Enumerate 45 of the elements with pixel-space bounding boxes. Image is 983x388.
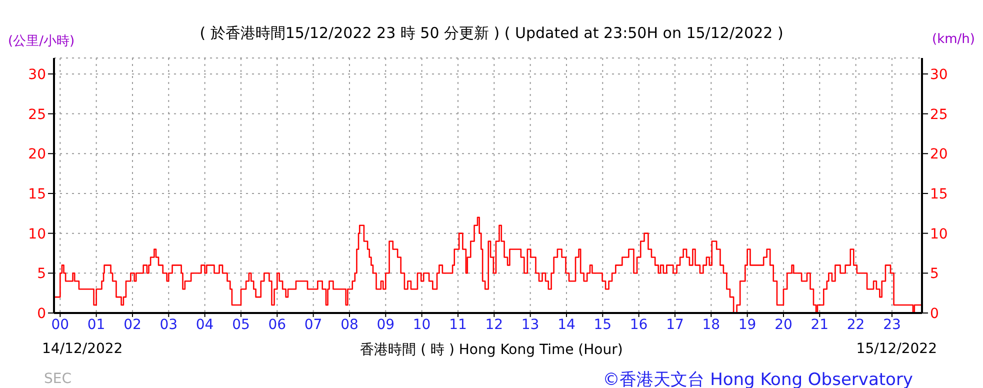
chart-title: ( 於香港時間15/12/2022 23 時 50 分更新 ) ( Updated at 23:50H on 15/12/2022 )	[200, 24, 784, 42]
y-tick-label: 0	[37, 306, 46, 322]
x-tick-label: 15	[594, 316, 612, 333]
y-tick-label: 20	[28, 146, 46, 163]
text: 15/12/2022	[856, 341, 937, 357]
y2-axis-title: (km/h)	[932, 32, 975, 47]
x-tick-label: 05	[232, 316, 250, 333]
x-tick-label: 03	[160, 316, 178, 333]
x-tick-label: 07	[304, 316, 322, 333]
x-tick-label: 04	[196, 316, 214, 333]
y-tick-label: 30	[28, 66, 46, 83]
x-tick-label: 23	[883, 316, 901, 333]
x-tick-label: 09	[376, 316, 395, 333]
y-axis-title: (公里/小時)	[8, 33, 75, 50]
y2-tick-label: 10	[930, 226, 948, 242]
x-tick-label: 20	[774, 316, 792, 333]
x-tick-label: 21	[810, 316, 829, 333]
y-tick-label: 15	[28, 186, 46, 202]
x-tick-label: 22	[846, 316, 865, 333]
x-tick-label: 19	[738, 316, 756, 333]
y-tick-label: 10	[28, 226, 46, 242]
x-tick-label: 13	[521, 316, 540, 333]
y2-tick-label: 15	[930, 186, 948, 202]
x-tick-label: 06	[268, 316, 286, 333]
y2-tick-label: 5	[930, 266, 939, 282]
x-tick-label: 16	[630, 316, 648, 333]
x-tick-label: 01	[87, 316, 106, 333]
x-axis-title: 香港時間 ( 時 ) Hong Kong Time (Hour)	[360, 342, 623, 358]
x-tick-label: 08	[340, 316, 358, 333]
y2-tick-label: 30	[930, 66, 948, 83]
y2-tick-label: 25	[930, 106, 948, 123]
x-tick-label: 12	[485, 316, 504, 333]
x-tick-label: 00	[51, 316, 70, 333]
y-tick-label: 25	[28, 106, 46, 123]
y-tick-label: 5	[37, 266, 46, 282]
y2-tick-label: 20	[930, 146, 948, 163]
text: SEC	[44, 371, 72, 387]
x-tick-label: 14	[558, 316, 576, 333]
x-tick-label: 02	[124, 316, 142, 333]
x-tick-label: 11	[449, 316, 467, 333]
text: 14/12/2022	[42, 341, 123, 357]
x-tick-label: 10	[412, 316, 431, 333]
x-tick-label: 18	[702, 316, 720, 333]
y2-tick-label: 0	[930, 306, 939, 322]
x-tick-label: 17	[666, 316, 684, 333]
